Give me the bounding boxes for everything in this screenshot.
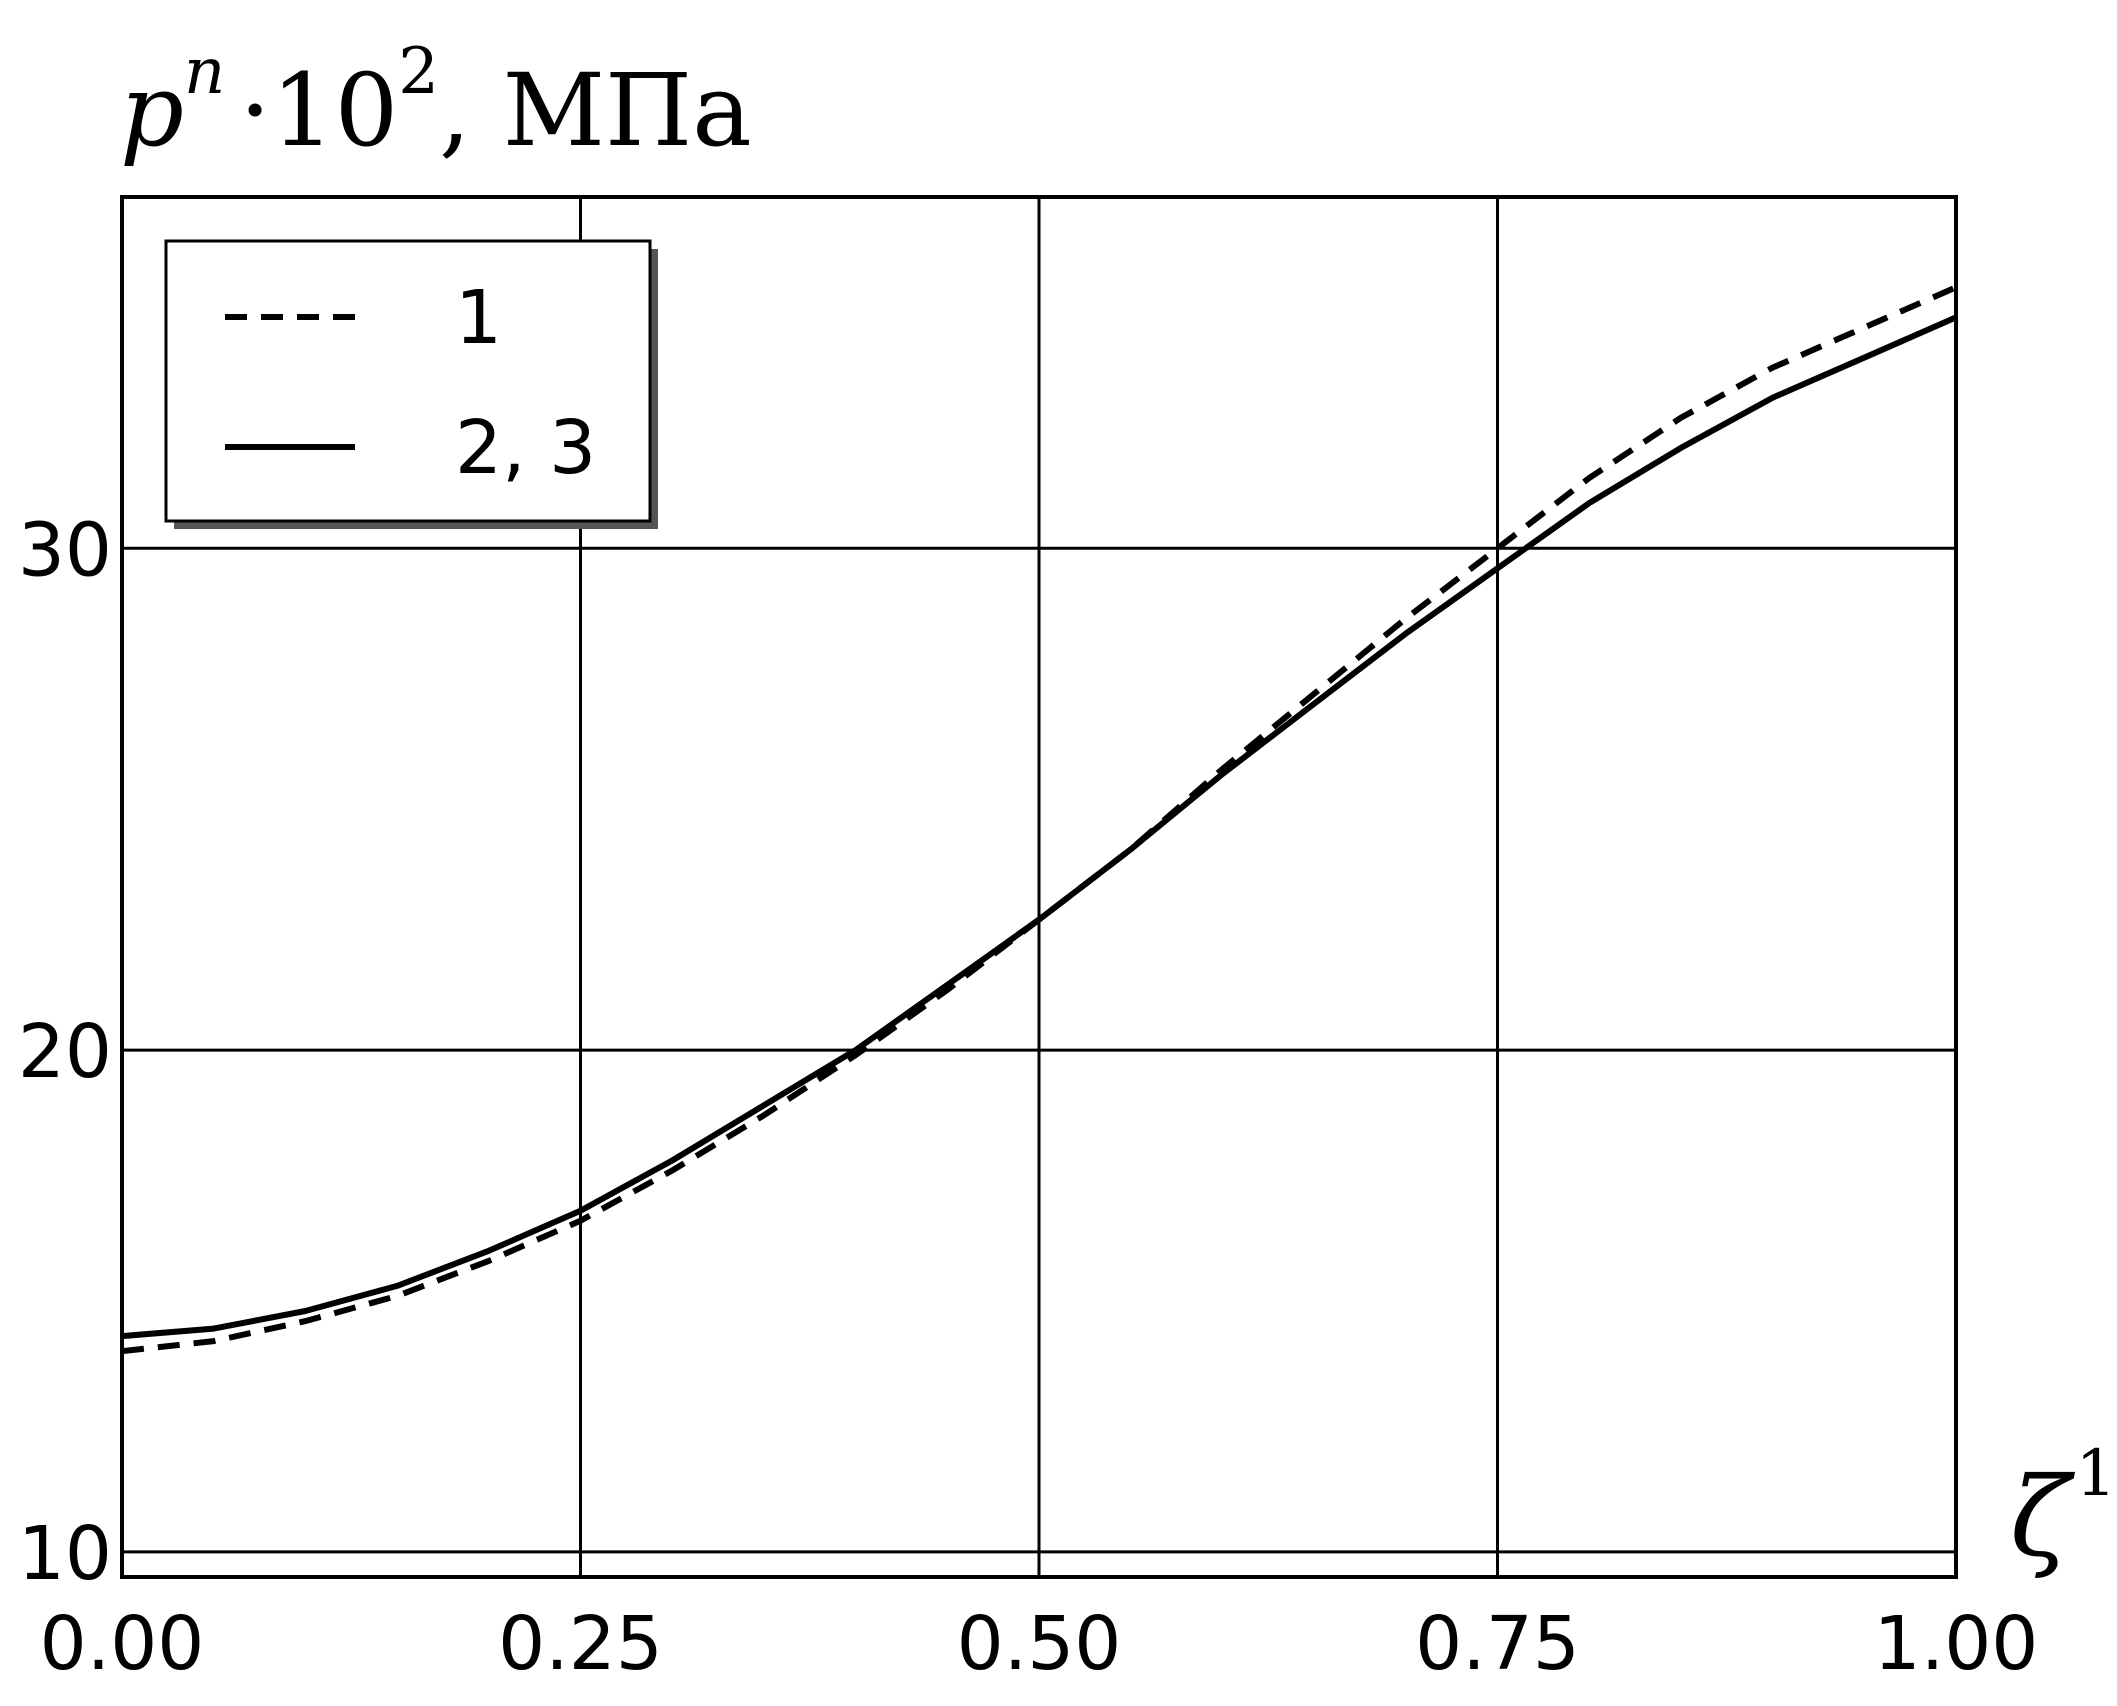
- y-tick-label: 20: [18, 1009, 112, 1095]
- y-axis-label-sup: n: [184, 35, 225, 109]
- x-tick-label: 0.50: [957, 1601, 1122, 1687]
- y-axis-label-unit: , МПа: [439, 52, 752, 169]
- x-tick-label: 0.25: [498, 1601, 663, 1687]
- legend-label-series-2: 2, 3: [455, 405, 596, 491]
- y-tick-label: 30: [18, 507, 112, 593]
- legend: 1 2, 3: [164, 239, 658, 529]
- grid: [122, 197, 1956, 1577]
- y-axis-label-base: p: [120, 52, 184, 169]
- x-tick-label: 0.00: [40, 1601, 205, 1687]
- x-axis-label: ζ1: [2010, 1437, 2116, 1581]
- x-axis-label-sup: 1: [2076, 1437, 2117, 1511]
- x-tick-label: 0.75: [1415, 1601, 1580, 1687]
- y-tick-label: 10: [18, 1511, 112, 1597]
- tick-labels: 0.00 0.25 0.50 0.75 1.00 10 20 30: [18, 507, 2039, 1687]
- y-axis-label-middle: ·10: [239, 52, 398, 169]
- x-tick-label: 1.00: [1874, 1601, 2039, 1687]
- y-axis-label: pn ·102, МПа: [120, 35, 752, 169]
- x-axis-label-base: ζ: [2010, 1453, 2076, 1581]
- legend-label-series-1: 1: [455, 275, 502, 361]
- series-line-2: [121, 314, 1958, 1340]
- y-axis-label-sup2: 2: [398, 35, 439, 109]
- plot-frame: [120, 195, 1958, 1579]
- series-lines: [121, 284, 1958, 1355]
- legend-box: [164, 239, 652, 523]
